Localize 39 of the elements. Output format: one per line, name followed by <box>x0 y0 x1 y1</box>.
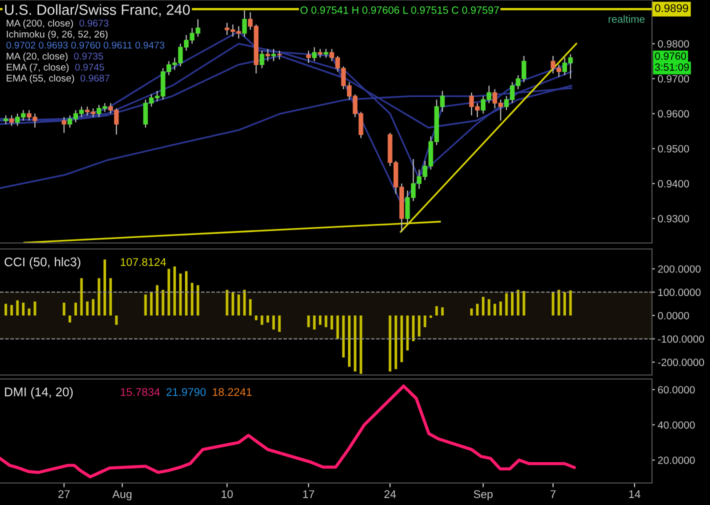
annotation: MA (20, close) 0.9735 <box>6 52 104 62</box>
y-tick-label: -200.0000 <box>658 358 704 366</box>
annotation: EMA (7, close) 0.9745 <box>6 63 104 73</box>
annotation: EMA (55, close) 0.9687 <box>6 74 110 84</box>
x-tick-label: 10 <box>222 490 233 498</box>
x-tick-label: 24 <box>384 490 396 498</box>
y-tick-label: 0.9800 <box>658 40 690 48</box>
y-tick-label: 0.9400 <box>658 180 690 188</box>
x-tick-label: 7 <box>550 490 556 498</box>
text: 3:51:09 <box>655 63 689 71</box>
x-tick-label: 17 <box>303 490 314 498</box>
text: DMI (14, 20) <box>5 387 73 399</box>
y-tick-label: 0.0000 <box>658 312 690 320</box>
y-tick-label: 0.9500 <box>658 145 690 152</box>
annotation: 107.8124 <box>120 258 166 266</box>
annotation: MA (200, close) 0.9673 <box>6 19 108 29</box>
annotation: realtime <box>608 15 645 23</box>
y-tick-label: 100.0000 <box>658 288 701 296</box>
y-tick-label: 60.0000 <box>658 386 695 394</box>
x-tick-label: Sep <box>474 490 493 500</box>
y-tick-label: 0.9600 <box>658 110 690 118</box>
text: 0.9760 <box>655 52 686 60</box>
ref-line-label: 0.9899 <box>655 4 688 12</box>
annotation: 18.2241 <box>212 388 252 396</box>
annotation: 21.9790 <box>166 388 206 396</box>
annotation: Ichimoku (9, 26, 52, 26) 0.9702 0.9693 0.9760 0.9611 0.9473 <box>6 30 164 49</box>
y-tick-label: 40.0000 <box>658 421 695 429</box>
annotation: O 0.97541 H 0.97606 L 0.97515 C 0.97597 <box>300 6 499 14</box>
y-tick-label: -100.0000 <box>658 335 704 343</box>
y-tick-label: 0.9300 <box>658 215 690 222</box>
x-tick-label: 14 <box>629 490 640 498</box>
x-tick-label: Aug <box>112 490 132 500</box>
y-tick-label: 20.0000 <box>658 456 695 464</box>
y-tick-label: 200.0000 <box>658 265 701 273</box>
y-tick-label: 0.9700 <box>658 75 690 83</box>
text: CCI (50, hlc3) <box>4 257 80 269</box>
chart-title: U.S. Dollar/Swiss Franc, 240 <box>5 4 190 17</box>
x-tick-label: 27 <box>58 490 70 498</box>
annotation: 15.7834 <box>120 388 160 396</box>
